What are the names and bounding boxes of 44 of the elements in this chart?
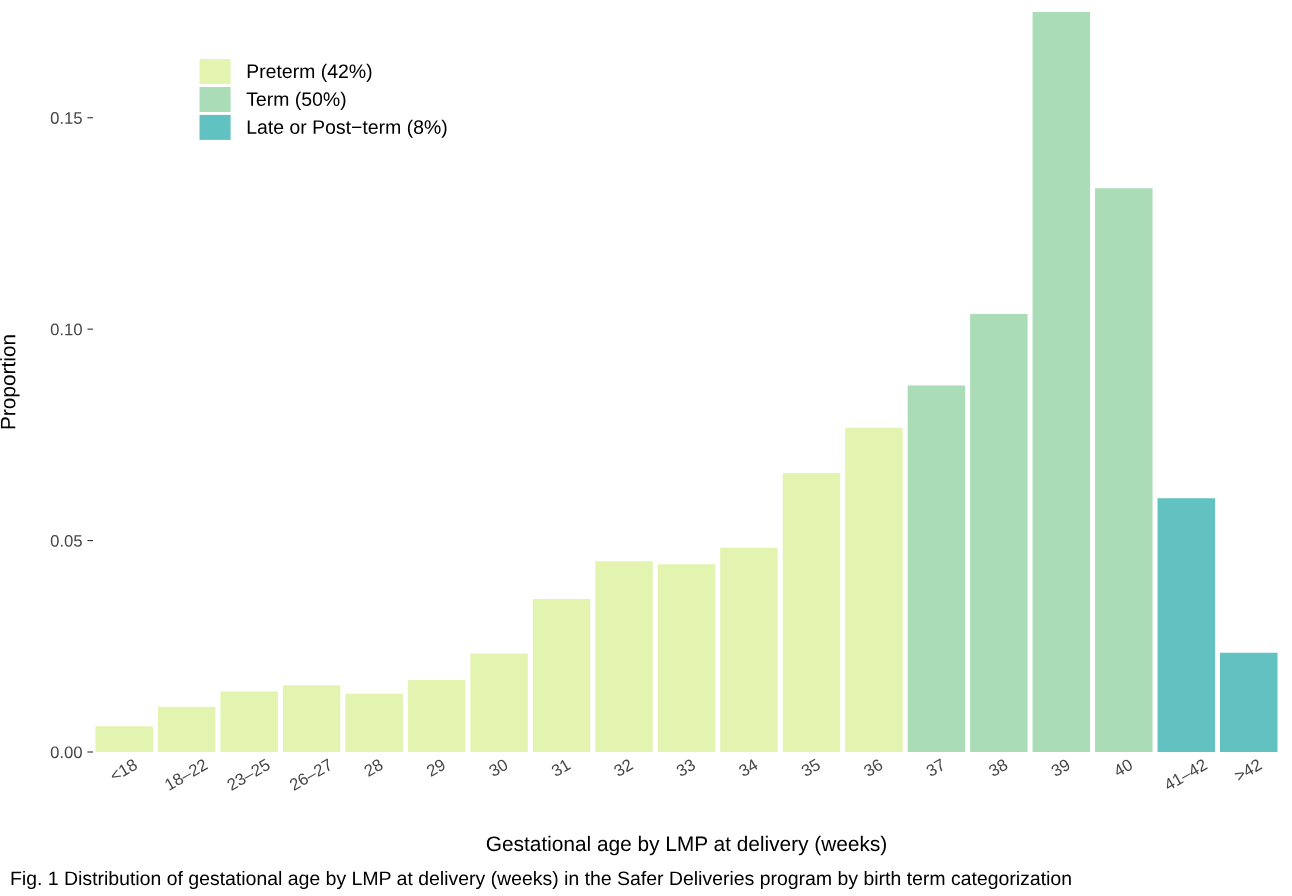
bar [282,685,341,752]
x-tick-label: 33 [675,758,697,778]
legend-label: Preterm (42%) [247,63,372,82]
y-axis-title: Proportion [0,335,20,429]
x-tick-label: 40 [1112,758,1134,778]
bar [657,564,716,752]
x-tick-label: 36 [862,758,884,778]
bar [970,313,1028,752]
x-tick-label: 28 [363,758,384,778]
x-tick-label: 34 [737,758,759,778]
bar [1095,188,1153,752]
legend-label: Late or Post−term (8%) [247,119,447,138]
bar [782,472,841,752]
x-tick-label: >42 [1233,758,1263,782]
bar [1157,498,1216,752]
y-tick-label: 0.05 [50,534,82,547]
bar [407,680,466,752]
x-tick-label: 35 [800,758,822,778]
y-tick-label: 0.10 [50,323,82,336]
caption: Fig. 1 Distribution of gestational age by LMP at delivery (weeks) in the Safer Deliveries program by birth term categorization [11,870,1071,890]
bar [720,547,778,752]
y-tick-label: 0.00 [50,746,82,759]
bar [345,693,403,752]
x-tick-label: 31 [550,758,572,778]
bar [532,598,591,752]
x-tick-label: 29 [425,758,447,778]
bar [220,691,278,752]
x-tick-label: 37 [925,758,946,778]
bar [470,653,528,752]
x-tick-label: <18 [109,758,139,782]
x-axis-title: Gestational age by LMP at delivery (weeks) [486,835,886,856]
bar [1220,652,1278,752]
bar [157,706,216,752]
y-tick-label: 0.15 [50,112,82,124]
legend-label: Term (50%) [246,91,346,110]
bar [595,561,653,752]
bar [1032,12,1091,752]
x-tick-label: 32 [612,758,634,778]
x-tick-label: 30 [487,758,509,778]
x-tick-label: 38 [987,758,1009,778]
bar [95,726,153,752]
x-tick-label: 39 [1050,758,1071,778]
bar [845,427,903,752]
bar [907,385,966,752]
